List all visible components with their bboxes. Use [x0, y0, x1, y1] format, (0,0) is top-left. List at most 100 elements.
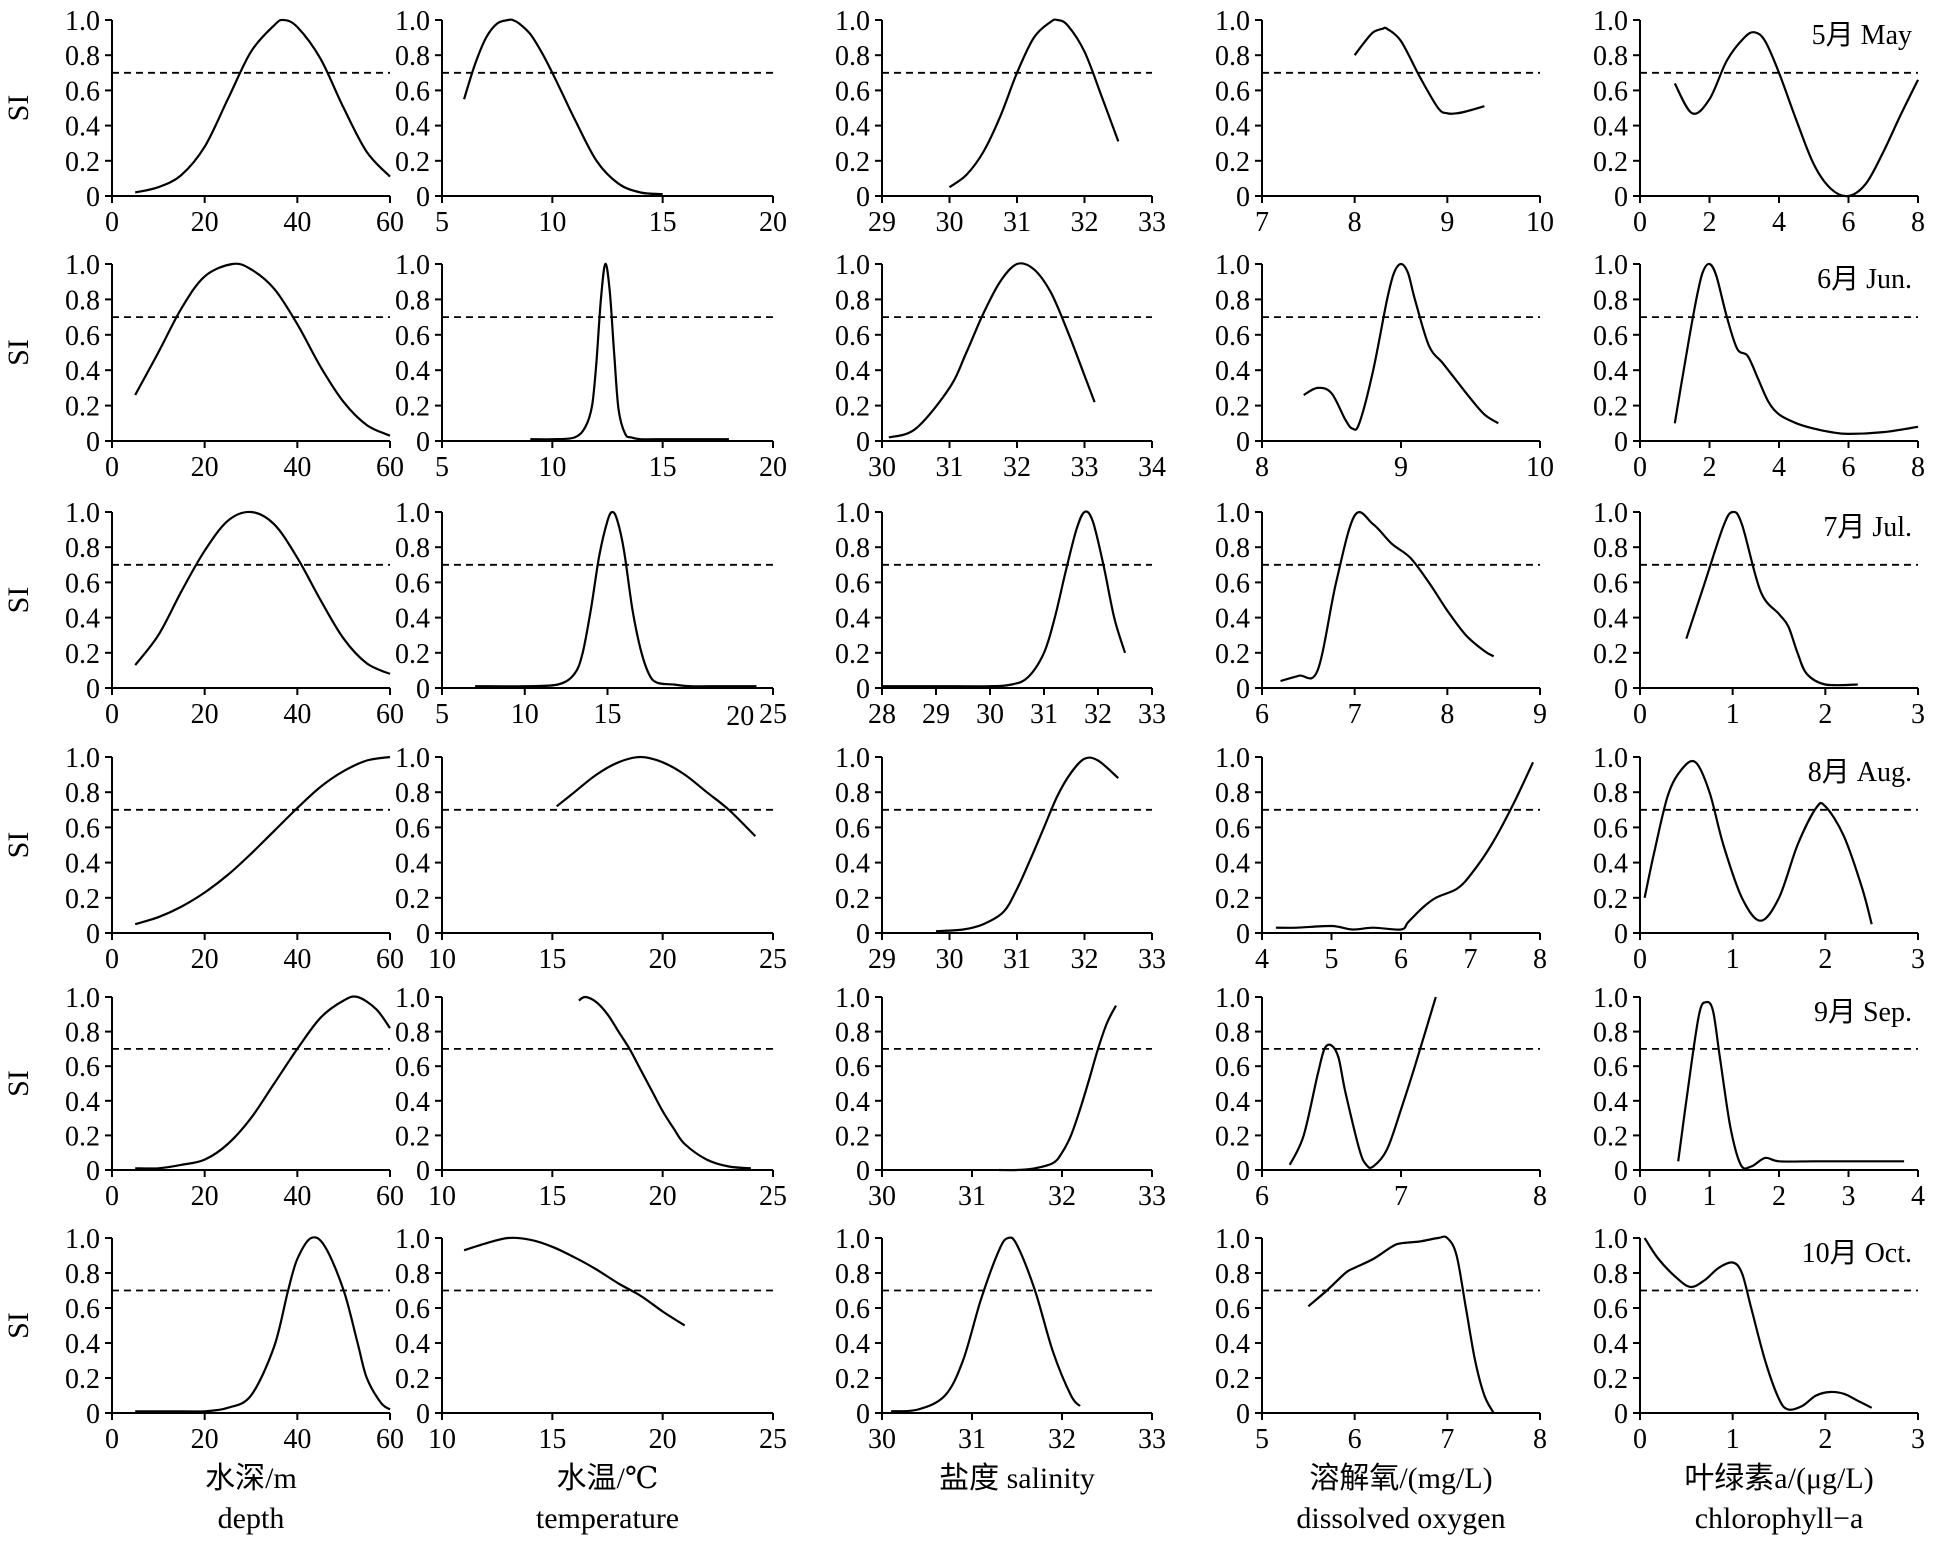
y-tick-label: 0	[416, 1399, 430, 1430]
y-tick-label: 0	[416, 427, 430, 458]
x-tick-label: 8	[1348, 207, 1362, 238]
x-tick-label: 6	[1255, 1181, 1269, 1212]
y-tick-label: 0	[1236, 427, 1250, 458]
variable-sublabel-3: dissolved oxygen	[1296, 1502, 1505, 1535]
y-tick-label: 0.2	[1215, 1121, 1250, 1152]
x-tick-label: 15	[538, 1181, 566, 1212]
y-tick-label: 1.0	[395, 743, 430, 774]
x-tick-label: 31	[1003, 944, 1031, 975]
x-tick-label: 32	[1003, 452, 1031, 483]
y-tick-label: 0.8	[395, 41, 430, 72]
x-tick-label: 25	[759, 944, 787, 975]
y-tick-label: 0.2	[1593, 147, 1628, 178]
si-axis-label: SI	[2, 1070, 35, 1097]
x-tick-label: 0	[1633, 207, 1647, 238]
y-tick-label: 0.4	[1215, 112, 1250, 143]
si-curve	[530, 262, 729, 441]
month-label: 9月 Sep.	[1814, 997, 1912, 1028]
x-tick-label: 6	[1255, 699, 1269, 730]
x-tick-label: 25	[759, 1424, 787, 1455]
variable-label-3: 溶解氧/(mg/L)	[1309, 1462, 1492, 1495]
y-tick-label: 1.0	[65, 6, 100, 37]
y-tick-label: 0.6	[65, 1052, 100, 1083]
y-tick-label: 0.2	[1215, 639, 1250, 670]
y-tick-label: 0.8	[1593, 533, 1628, 564]
y-tick-label: 0.4	[395, 1087, 430, 1118]
y-tick-label: 0.8	[1593, 41, 1628, 72]
y-tick-label: 0.6	[395, 76, 430, 107]
x-tick-label: 7	[1255, 207, 1269, 238]
si-curve	[578, 995, 751, 1170]
y-tick-label: 0.2	[1215, 1364, 1250, 1395]
x-tick-label: 60	[376, 1181, 404, 1212]
x-tick-label: 0	[1633, 1424, 1647, 1455]
y-tick-label: 0.2	[835, 884, 870, 915]
y-tick-label: 0.6	[395, 1052, 430, 1083]
y-tick-label: 0.6	[1593, 568, 1628, 599]
x-tick-label: 10	[538, 207, 566, 238]
y-tick-label: 1.0	[395, 250, 430, 281]
x-tick-label: 28	[868, 699, 896, 730]
x-tick-label: 7	[1394, 1181, 1408, 1212]
y-tick-label: 0.8	[395, 1018, 430, 1049]
y-tick-label: 0.6	[65, 1294, 100, 1325]
x-tick-label: 32	[1071, 207, 1099, 238]
y-tick-label: 1.0	[65, 983, 100, 1014]
y-tick-label: 0.6	[395, 568, 430, 599]
y-tick-label: 0	[1236, 919, 1250, 950]
x-tick-label: 8	[1255, 452, 1269, 483]
y-tick-label: 0	[1236, 674, 1250, 705]
y-tick-label: 0	[86, 919, 100, 950]
y-tick-label: 0	[856, 182, 870, 213]
variable-label-2: 盐度 salinity	[939, 1462, 1095, 1495]
x-tick-label: 31	[958, 1181, 986, 1212]
si-axis-label: SI	[2, 587, 35, 614]
x-tick-label: 10	[1526, 207, 1554, 238]
x-tick-label: 3	[1911, 944, 1925, 975]
y-tick-label: 0.2	[1215, 392, 1250, 423]
si-curve	[998, 1005, 1117, 1172]
si-curve	[134, 18, 391, 194]
y-tick-label: 0.8	[65, 1259, 100, 1290]
y-tick-label: 0	[86, 1399, 100, 1430]
y-tick-label: 0.8	[1215, 778, 1250, 809]
si-curve	[948, 18, 1120, 189]
x-tick-label: 2	[1818, 944, 1832, 975]
y-tick-label: 0.8	[395, 778, 430, 809]
si-curve	[1288, 996, 1437, 1169]
x-tick-label: 8	[1533, 1181, 1547, 1212]
x-tick-label: 5	[435, 452, 449, 483]
x-tick-label: 4	[1772, 207, 1786, 238]
y-tick-label: 0.4	[1215, 356, 1250, 387]
x-tick-label: 7	[1440, 1424, 1454, 1455]
x-tick-label: 29	[922, 699, 950, 730]
si-curve	[890, 1236, 1081, 1413]
y-tick-label: 1.0	[395, 1224, 430, 1255]
y-tick-label: 0.6	[1593, 813, 1628, 844]
y-tick-label: 0	[856, 427, 870, 458]
y-tick-label: 0.6	[1215, 76, 1250, 107]
x-tick-label: 10	[428, 944, 456, 975]
x-tick-label: 15	[538, 1424, 566, 1455]
y-tick-label: 1.0	[1593, 743, 1628, 774]
x-tick-label: 40	[283, 452, 311, 483]
x-tick-label: 0	[1633, 452, 1647, 483]
y-tick-label: 1.0	[835, 498, 870, 529]
y-tick-label: 0.2	[65, 884, 100, 915]
y-tick-label: 0.2	[65, 639, 100, 670]
y-tick-label: 0.8	[835, 533, 870, 564]
stray-x-tick-label: 20	[726, 701, 754, 732]
y-tick-label: 0.8	[1593, 1018, 1628, 1049]
y-tick-label: 0.6	[395, 321, 430, 352]
si-curve	[135, 995, 391, 1170]
x-tick-label: 60	[376, 207, 404, 238]
y-tick-label: 0.6	[835, 321, 870, 352]
x-tick-label: 33	[1071, 452, 1099, 483]
y-tick-label: 0.4	[835, 1329, 870, 1360]
y-tick-label: 0.4	[835, 1087, 870, 1118]
y-tick-label: 0	[86, 182, 100, 213]
x-tick-label: 8	[1911, 207, 1925, 238]
y-tick-label: 0.4	[65, 1329, 100, 1360]
y-tick-label: 1.0	[1215, 498, 1250, 529]
